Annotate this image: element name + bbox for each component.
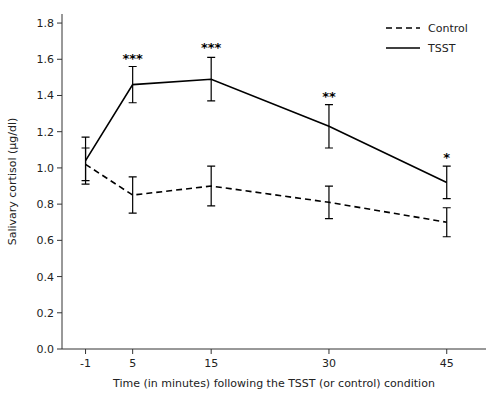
y-tick-label: 0.4 [37, 271, 55, 284]
y-tick [57, 276, 62, 277]
error-bar [82, 137, 90, 184]
error-bar [129, 177, 137, 213]
y-tick-label: 1.4 [37, 89, 55, 102]
x-axis-line [62, 349, 486, 350]
x-tick-label: 15 [204, 357, 218, 370]
error-bar [443, 208, 451, 237]
y-tick [57, 312, 62, 313]
legend-label: Control [428, 22, 468, 35]
y-tick [57, 23, 62, 24]
legend-swatch [386, 47, 420, 49]
y-tick [57, 167, 62, 168]
error-bar [207, 57, 215, 100]
x-tick-label: -1 [80, 357, 91, 370]
error-bar [129, 67, 137, 103]
x-tick-label: 5 [129, 357, 136, 370]
y-tick-label: 1.2 [37, 126, 55, 139]
x-tick [328, 349, 329, 354]
y-axis-label: Salivary cortisol (μg/dl) [6, 118, 19, 246]
y-tick-label: 0.0 [37, 343, 55, 356]
y-axis-line [62, 14, 63, 349]
series-line [86, 79, 447, 182]
y-tick [57, 131, 62, 132]
y-tick-label: 1.6 [37, 53, 55, 66]
y-tick-label: 0.2 [37, 307, 55, 320]
x-tick-label: 45 [440, 357, 454, 370]
annotation: *** [201, 40, 222, 55]
y-tick [57, 240, 62, 241]
legend: Control TSST [386, 22, 468, 55]
x-tick-label: 30 [322, 357, 336, 370]
y-tick [57, 95, 62, 96]
x-tick [85, 349, 86, 354]
y-tick [57, 204, 62, 205]
legend-label: TSST [427, 42, 456, 55]
y-tick-label: 0.8 [37, 198, 55, 211]
y-tick-label: 1.0 [37, 162, 55, 175]
y-tick-label: 1.8 [37, 17, 55, 30]
legend-swatch [386, 27, 420, 29]
x-tick [446, 349, 447, 354]
series [82, 57, 451, 198]
x-axis-label: Time (in minutes) following the TSST (or… [112, 377, 435, 390]
y-tick [57, 59, 62, 60]
x-tick [211, 349, 212, 354]
error-bar [443, 166, 451, 199]
series-line [86, 164, 447, 222]
x-tick [132, 349, 133, 354]
error-bar [325, 186, 333, 219]
series [82, 148, 451, 237]
chart: 0.0 0.2 0.4 0.6 0.8 1.0 1.2 1.4 1.6 1.8 -1 5 15 30 45 T… [0, 0, 500, 397]
annotation: ** [322, 89, 336, 104]
error-bar [207, 166, 215, 206]
annotation: * [443, 150, 450, 165]
error-bar [325, 105, 333, 148]
y-tick [57, 349, 62, 350]
annotation: *** [122, 51, 143, 66]
y-tick-label: 0.6 [37, 234, 55, 247]
plot-area [82, 57, 451, 236]
